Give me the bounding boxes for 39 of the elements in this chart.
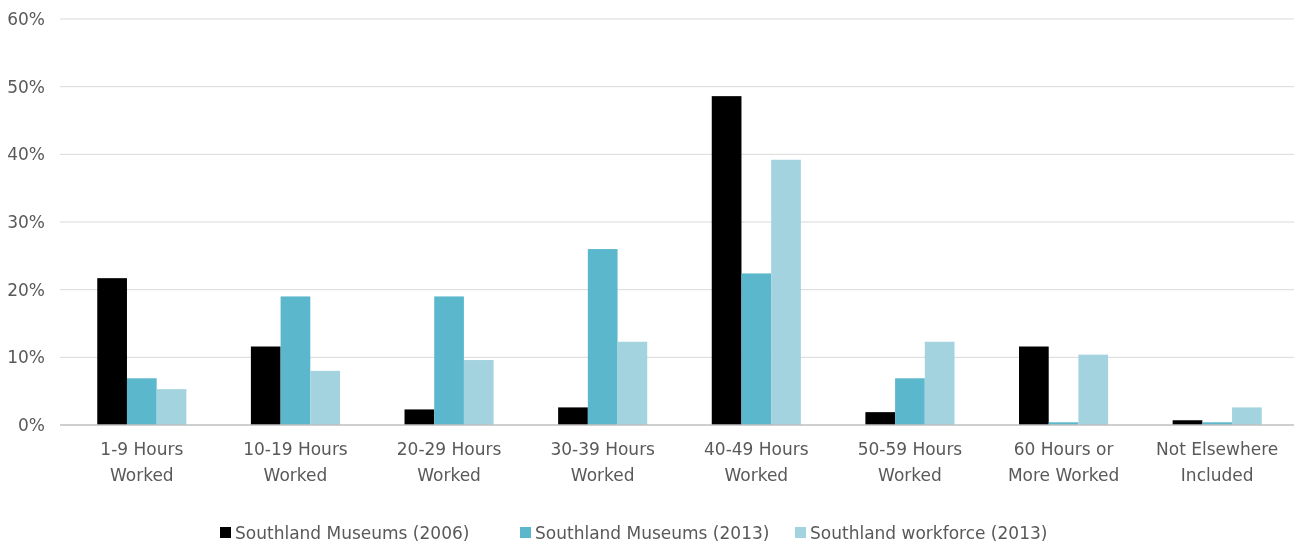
y-tick-label: 60% (7, 8, 45, 29)
bar (463, 360, 494, 425)
x-tick-label: 20-29 Hours Worked (396, 439, 502, 485)
bar (404, 409, 435, 425)
bar (741, 273, 772, 425)
x-tick-label: 10-19 Hours Worked (243, 439, 348, 485)
bar (97, 278, 127, 425)
y-tick-label: 10% (7, 347, 45, 368)
bar (895, 378, 925, 425)
y-tick-label: 30% (7, 211, 45, 232)
legend-label: Southland workforce (2013) (810, 522, 1048, 543)
bar (434, 296, 464, 425)
x-tick-label: 60 Hours or More Worked (1007, 439, 1120, 485)
y-tick-label: 40% (7, 144, 45, 165)
bar (1019, 346, 1049, 425)
x-tick-label: 40-49 Hours Worked (704, 439, 809, 485)
legend-label: Southland Museums (2013) (535, 522, 770, 543)
bar (250, 346, 281, 425)
bar (156, 389, 187, 425)
bar (1232, 407, 1262, 425)
legend-label: Southland Museums (2006) (235, 522, 470, 543)
bar (924, 341, 955, 425)
x-tick-label: 30-39 Hours Worked (550, 439, 656, 485)
bar (587, 249, 618, 425)
bar (1078, 354, 1109, 425)
x-tick-label: 1-9 Hours Worked (100, 439, 184, 485)
bar (711, 96, 742, 425)
y-tick-label: 50% (7, 76, 45, 97)
bar (617, 341, 648, 425)
bar (126, 378, 157, 425)
bar (280, 296, 311, 425)
bar (310, 370, 340, 425)
bar (865, 412, 896, 425)
bar (771, 159, 801, 425)
x-tick-label: 50-59 Hours Worked (857, 439, 963, 485)
y-tick-label: 0% (18, 414, 45, 435)
x-tick-label: Not Elsewhere Included (1156, 439, 1279, 485)
y-tick-label: 20% (7, 279, 45, 300)
bar (558, 407, 588, 425)
